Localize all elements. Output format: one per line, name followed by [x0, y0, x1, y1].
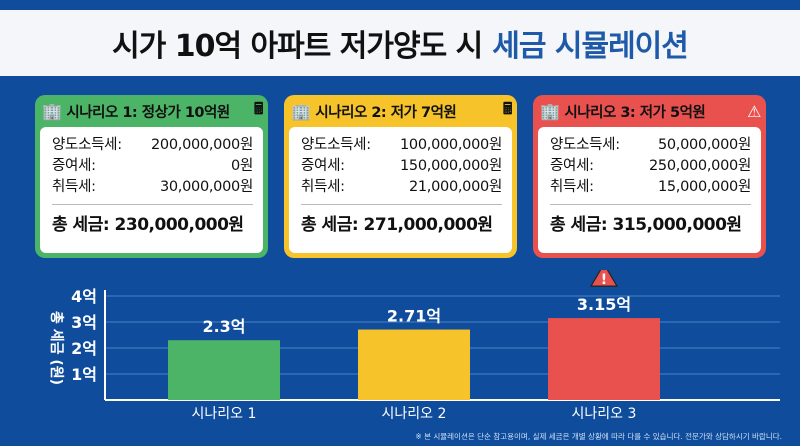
y-tick-label: 4억	[71, 287, 97, 306]
divider	[550, 204, 751, 205]
tax-label: 취득세:	[301, 179, 345, 195]
footnote: ※ 본 시뮬레이션은 단순 참고용이며, 실제 세금은 개별 상황에 따라 다를…	[415, 432, 782, 441]
tax-value: 250,000,000원	[649, 158, 751, 174]
warning-icon	[589, 270, 619, 287]
tax-label: 증여세:	[301, 158, 345, 174]
card-header: 🏢 시나리오 2: 저가 7억원 🖩	[289, 95, 513, 127]
tax-label: 양도소득세:	[301, 137, 371, 153]
page-title: 시가 10억 아파트 저가양도 시 세금 시뮬레이션	[0, 10, 800, 76]
tax-value: 21,000,000원	[408, 179, 502, 195]
y-tick-label: 3억	[71, 313, 97, 332]
card-title: 시나리오 3: 저가 5억원	[564, 104, 706, 121]
tax-value: 200,000,000원	[151, 137, 253, 153]
tax-value: 100,000,000원	[400, 137, 502, 153]
bar-2	[358, 329, 470, 400]
top-bar	[0, 0, 800, 10]
title-accent: 세금 시뮬레이션	[492, 29, 689, 64]
tax-value: 30,000,000원	[159, 179, 253, 195]
building-icon: 🏢	[540, 101, 560, 121]
card-title: 시나리오 2: 저가 7억원	[315, 104, 457, 121]
tax-value: 150,000,000원	[400, 158, 502, 174]
y-tick-label: 1억	[71, 365, 97, 384]
tax-value: 0원	[231, 158, 253, 174]
total-tax: 총 세금: 271,000,000원	[301, 215, 493, 235]
tax-row: 양도소득세: 100,000,000원	[301, 135, 502, 156]
total-tax: 총 세금: 315,000,000원	[550, 215, 742, 235]
building-icon: 🏢	[42, 101, 62, 121]
building-icon: 🏢	[291, 101, 311, 121]
card-header: 🏢 시나리오 1: 정상가 10억원 🖩	[40, 95, 264, 127]
x-tick-label: 시나리오 3	[572, 406, 637, 422]
bar-1	[168, 340, 280, 400]
data-label: 2.3억	[202, 317, 245, 336]
total-tax: 총 세금: 230,000,000원	[52, 215, 244, 235]
tax-row: 취득세: 15,000,000원	[550, 177, 751, 198]
data-label: 3.15억	[577, 295, 631, 314]
bar-3	[548, 318, 660, 400]
y-axis-label: 총 세금 (원)	[48, 311, 64, 385]
tax-label: 취득세:	[550, 179, 594, 195]
card-title: 시나리오 1: 정상가 10억원	[66, 104, 230, 121]
tax-row: 양도소득세: 200,000,000원	[52, 135, 253, 156]
data-label: 2.71억	[387, 307, 441, 326]
tax-row: 취득세: 30,000,000원	[52, 177, 253, 198]
tax-label: 양도소득세:	[52, 137, 122, 153]
warning-icon-mark: !	[601, 272, 607, 288]
title-main: 시가 10억 아파트 저가양도 시	[112, 29, 483, 64]
tax-value: 15,000,000원	[657, 179, 751, 195]
tax-label: 양도소득세:	[550, 137, 620, 153]
y-tick-label: 2억	[71, 339, 97, 358]
warning-icon: ⚠	[747, 101, 761, 121]
x-tick-label: 시나리오 2	[382, 406, 447, 422]
x-tick-label: 시나리오 1	[192, 406, 257, 422]
tax-label: 증여세:	[550, 158, 594, 174]
tax-value: 50,000,000원	[657, 137, 751, 153]
calculator-icon: 🖩	[253, 98, 264, 118]
tax-row: 증여세: 150,000,000원	[301, 156, 502, 177]
divider	[301, 204, 502, 205]
card-header: 🏢 시나리오 3: 저가 5억원 ⚠	[538, 95, 761, 127]
calculator-icon: 🖩	[502, 98, 513, 118]
tax-row: 증여세: 0원	[52, 156, 253, 177]
tax-label: 증여세:	[52, 158, 96, 174]
tax-row: 취득세: 21,000,000원	[301, 177, 502, 198]
divider	[52, 204, 253, 205]
tax-row: 증여세: 250,000,000원	[550, 156, 751, 177]
tax-row: 양도소득세: 50,000,000원	[550, 135, 751, 156]
tax-label: 취득세:	[52, 179, 96, 195]
